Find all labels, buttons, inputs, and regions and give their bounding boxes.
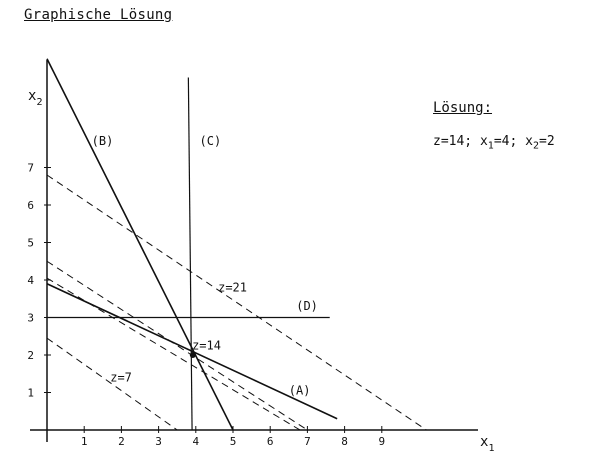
- x-tick-label: 2: [118, 435, 125, 448]
- line-label: (C): [200, 134, 222, 148]
- y-tick-label: 6: [27, 199, 34, 212]
- y-axis-label-sub: 2: [36, 97, 42, 108]
- solution-z: z=14;: [433, 134, 473, 149]
- solution-x1-var: x: [479, 134, 488, 149]
- x-tick-label: 6: [267, 435, 274, 448]
- optimum-marker: [189, 352, 196, 358]
- constraint-line: [46, 283, 338, 420]
- solution-x2-sub: 2: [532, 140, 539, 152]
- x-ticks: 1 2 3 4 5 6 7 8 9: [81, 426, 385, 448]
- x-tick-label: 1: [81, 435, 88, 448]
- page-title: Graphische Lösung: [24, 7, 173, 23]
- solution-values: z=14; x1=4; x2=2: [433, 134, 555, 152]
- x-axis-label: x1: [480, 434, 494, 454]
- y-ticks: 1 2 3 4 5 6 7: [27, 162, 51, 400]
- optimum-point: [189, 352, 196, 358]
- line-label: z=14: [192, 338, 221, 352]
- line-labels: (A) (B) (C) (D) z=7 z=14 z=21: [92, 134, 318, 397]
- line-label: z=7: [110, 370, 132, 384]
- y-tick-label: 2: [27, 349, 34, 362]
- solution-x2-var: x: [525, 134, 533, 149]
- objective-lines: [46, 174, 427, 431]
- line-label: (D): [296, 299, 318, 313]
- x-tick-label: 3: [155, 435, 162, 448]
- solution-x2-value: =2: [539, 134, 555, 149]
- constraint-lines: [46, 58, 338, 431]
- y-tick-label: 4: [27, 274, 34, 287]
- constraint-line: [187, 77, 193, 431]
- y-tick-label: 1: [27, 387, 34, 400]
- objective-line: [46, 174, 427, 431]
- x-axis-label-sub: 1: [488, 443, 494, 454]
- objective-line: [46, 260, 308, 431]
- y-tick-label: 3: [27, 312, 34, 325]
- objective-line: [46, 337, 178, 431]
- x-tick-label: 5: [230, 435, 237, 448]
- solution-x1-value: =4;: [493, 134, 518, 149]
- line-label: (B): [92, 134, 114, 148]
- x-tick-label: 7: [304, 435, 311, 448]
- y-axis-label: x2: [28, 88, 42, 108]
- solution-heading: Lösung:: [433, 100, 493, 116]
- y-tick-label: 5: [27, 237, 34, 250]
- line-label: (A): [289, 383, 311, 397]
- constraint-line: [46, 58, 234, 431]
- y-tick-label: 7: [27, 162, 34, 175]
- line-label: z=21: [218, 280, 247, 294]
- x-tick-label: 8: [341, 435, 348, 448]
- solution-x1-sub: 1: [487, 140, 494, 152]
- x-tick-label: 9: [378, 435, 385, 448]
- x-tick-label: 4: [192, 435, 199, 448]
